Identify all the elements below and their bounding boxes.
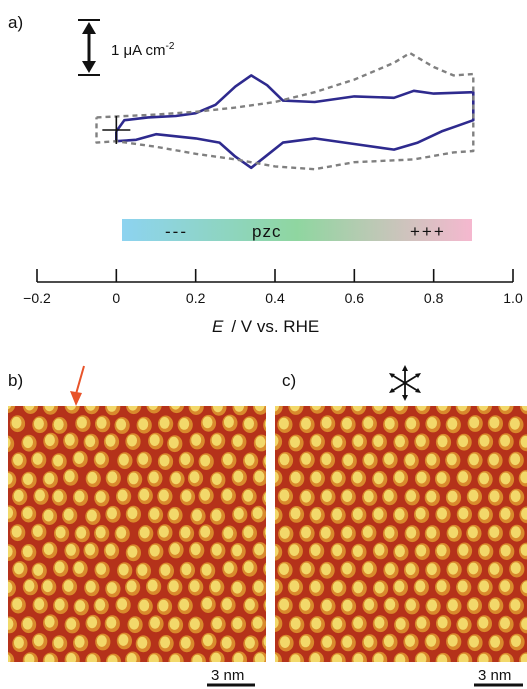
x-tick-label: −0.2 (23, 290, 51, 306)
x-axis-label: E / V vs. RHE (212, 317, 319, 336)
scale-bar-label: 1 μA cm-2 (111, 41, 175, 59)
cv-plot (95, 51, 475, 171)
stm-image-c (275, 406, 527, 662)
panel-label-b: b) (8, 371, 23, 390)
x-axis: −0.2 0 0.2 0.4 0.6 0.8 1.0 (23, 269, 523, 306)
x-tick-label: 0 (112, 290, 120, 306)
scale-bar-b: 3 nm (207, 667, 255, 687)
x-tick-label: 0.8 (424, 290, 444, 306)
panel-label-a: a) (8, 13, 23, 32)
scale-bar-c: 3 nm (474, 667, 523, 687)
cv-series-dashed (95, 51, 475, 171)
x-tick-label: 1.0 (503, 290, 523, 306)
pzc-label: pzc (252, 222, 281, 241)
charge-bar: --- pzc +++ (122, 219, 472, 241)
current-scale-bar (78, 19, 100, 76)
cv-series-solid (115, 74, 475, 170)
charge-negative: --- (165, 222, 188, 241)
charge-positive: +++ (410, 222, 446, 241)
scale-bar-b-label: 3 nm (211, 667, 244, 684)
x-tick-label: 0.4 (265, 290, 285, 306)
stm-arrow (70, 365, 85, 406)
charge-gradient (122, 219, 472, 241)
scale-bar-c-label: 3 nm (478, 667, 511, 684)
x-tick-label: 0.2 (186, 290, 206, 306)
panel-label-c: c) (282, 371, 296, 390)
x-tick-label: 0.6 (345, 290, 365, 306)
lattice-directions-icon (389, 365, 421, 401)
stm-image-b (8, 406, 266, 662)
